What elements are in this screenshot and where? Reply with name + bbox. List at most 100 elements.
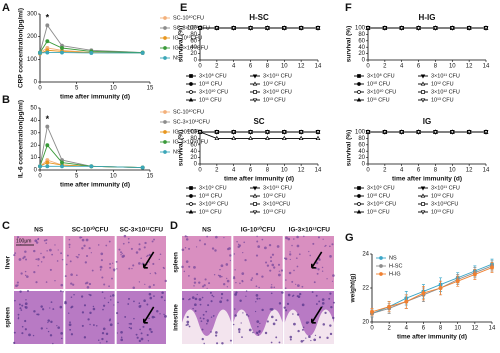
- nucleus: [219, 276, 221, 278]
- y-tick-label: 0: [362, 58, 366, 64]
- column-label: NS: [202, 227, 212, 234]
- nucleus: [321, 266, 324, 269]
- y-tick-label: 60: [190, 38, 197, 44]
- marker: [45, 50, 50, 55]
- micrograph: [283, 235, 335, 290]
- nucleus: [321, 270, 324, 272]
- nucleus: [35, 281, 38, 284]
- nucleus: [20, 272, 23, 275]
- nucleus: [218, 274, 222, 278]
- nucleus: [104, 297, 106, 299]
- legend-label: IG-3×10¹²CFU: [173, 45, 208, 51]
- nucleus: [188, 325, 191, 328]
- nucleus: [163, 313, 165, 316]
- nucleus: [203, 284, 206, 287]
- nucleus: [332, 316, 335, 320]
- nucleus: [259, 322, 261, 325]
- nucleus: [161, 291, 164, 295]
- nucleus: [214, 249, 217, 252]
- nucleus: [133, 317, 135, 320]
- nucleus: [85, 238, 89, 242]
- nucleus: [18, 258, 22, 261]
- x-tick-label: 2: [215, 64, 219, 70]
- nucleus: [105, 244, 108, 247]
- nucleus: [201, 328, 204, 331]
- nucleus: [284, 279, 287, 281]
- nucleus: [135, 333, 138, 336]
- nucleus: [213, 274, 216, 276]
- chart-title: H-IG: [419, 13, 436, 22]
- nucleus: [101, 276, 104, 279]
- x-tick-label: 10: [110, 86, 117, 92]
- nucleus: [26, 275, 29, 278]
- nucleus: [193, 266, 196, 269]
- nucleus: [109, 323, 113, 327]
- panel-letter: B: [2, 94, 10, 106]
- nucleus: [301, 303, 305, 307]
- nucleus: [296, 313, 300, 316]
- nucleus: [301, 328, 304, 331]
- nucleus: [211, 247, 215, 250]
- legend-label: 10¹⁰ CFU: [367, 192, 390, 199]
- y-tick-label: 80: [190, 136, 197, 142]
- nucleus: [289, 253, 292, 256]
- nucleus: [13, 341, 16, 344]
- legend-label: 10¹¹ CFU: [367, 209, 390, 215]
- nucleus: [20, 309, 23, 311]
- marker: [214, 26, 220, 31]
- nucleus: [69, 321, 71, 324]
- marker: [45, 23, 50, 28]
- arrow: [311, 251, 323, 269]
- y-tick-label: 100: [187, 26, 198, 32]
- nucleus: [91, 269, 94, 272]
- nucleus: [69, 328, 71, 331]
- nucleus: [108, 240, 111, 243]
- nucleus: [40, 252, 42, 255]
- nucleus: [223, 237, 225, 239]
- nucleus: [234, 293, 237, 296]
- marker: [370, 309, 374, 314]
- nucleus: [43, 239, 46, 242]
- y-tick-label: 300: [27, 12, 38, 18]
- nucleus: [194, 309, 197, 313]
- nucleus: [255, 272, 259, 276]
- legend-marker: [357, 82, 361, 86]
- nucleus: [109, 266, 112, 269]
- marker: [404, 299, 409, 304]
- nucleus: [37, 313, 40, 316]
- nucleus: [49, 307, 51, 309]
- legend-label: NS: [173, 149, 181, 155]
- nucleus: [56, 325, 58, 327]
- nucleus: [212, 295, 215, 298]
- legend-label: 10¹³ CFU: [431, 209, 454, 215]
- micrograph: [283, 291, 335, 344]
- legend-marker: [357, 194, 361, 198]
- nucleus: [42, 308, 45, 311]
- x-axis-label: time after immunity (d): [397, 334, 467, 341]
- y-tick-label: 60: [358, 142, 365, 148]
- x-tick-label: 2: [383, 64, 387, 70]
- x-tick-label: 0: [366, 168, 370, 174]
- nucleus: [217, 274, 220, 277]
- nucleus: [127, 241, 130, 244]
- legend-marker: [357, 202, 361, 206]
- nucleus: [289, 335, 293, 339]
- marker: [38, 164, 42, 169]
- x-tick-label: 6: [249, 168, 253, 174]
- nucleus: [42, 256, 45, 259]
- nucleus: [34, 239, 38, 243]
- nucleus: [21, 325, 24, 328]
- legend-marker: [189, 186, 193, 190]
- nucleus: [45, 281, 48, 283]
- nucleus: [89, 294, 92, 297]
- nucleus: [258, 286, 260, 289]
- micrograph: [116, 291, 167, 344]
- nucleus: [158, 258, 160, 261]
- nucleus: [92, 307, 96, 311]
- y-tick-label: 80: [190, 32, 197, 38]
- marker: [231, 130, 237, 135]
- nucleus: [86, 285, 90, 289]
- nucleus: [83, 244, 86, 247]
- nucleus: [252, 331, 254, 334]
- nucleus: [310, 339, 312, 342]
